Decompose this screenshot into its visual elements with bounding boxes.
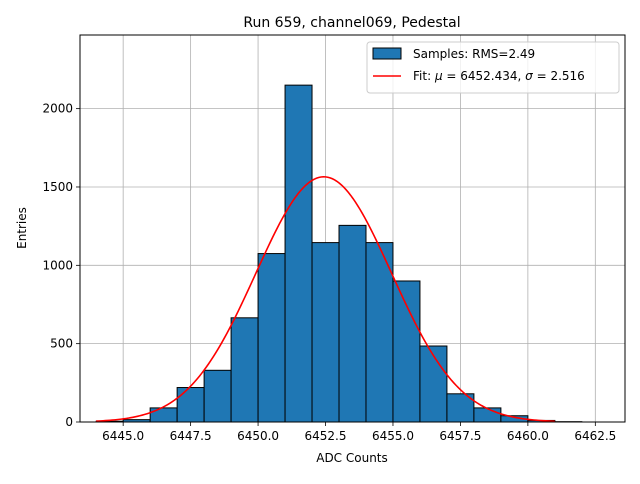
legend-histogram-swatch [373, 48, 401, 59]
histogram-bar-3 [177, 388, 204, 422]
x-tick-label-0: 6445.0 [102, 429, 144, 443]
x-tick-label-5: 6457.5 [439, 429, 481, 443]
x-tick-label-7: 6462.5 [574, 429, 616, 443]
legend-fit-mu-value: = 6452.434, [443, 69, 526, 83]
x-tick-label-4: 6455.0 [372, 429, 414, 443]
histogram-bar-5 [231, 318, 258, 422]
histogram-bar-8 [312, 243, 339, 422]
chart-title: Run 659, channel069, Pedestal [243, 15, 460, 31]
x-tick-label-3: 6452.5 [305, 429, 347, 443]
y-axis-label: Entries [15, 207, 29, 249]
x-tick-label-6: 6460.0 [507, 429, 549, 443]
histogram-bar-4 [204, 370, 231, 422]
y-tick-label-4: 2000 [42, 102, 73, 116]
histogram-bar-12 [420, 346, 447, 422]
x-axis-label: ADC Counts [316, 451, 388, 465]
legend-fit-prefix: Fit: [413, 69, 435, 83]
legend: Samples: RMS=2.49 Fit: μ = 6452.434, σ =… [367, 42, 619, 93]
y-tick-label-0: 0 [65, 415, 73, 429]
legend-fit-label: Fit: μ = 6452.434, σ = 2.516 [413, 69, 585, 83]
histogram-bar-2 [150, 408, 177, 422]
x-tick-label-1: 6447.5 [170, 429, 212, 443]
y-tick-label-2: 1000 [42, 258, 73, 272]
histogram-bar-14 [474, 408, 501, 422]
histogram-bar-6 [258, 254, 285, 422]
y-tick-label-3: 1500 [42, 180, 73, 194]
legend-histogram-label: Samples: RMS=2.49 [413, 47, 535, 61]
y-tick-label-1: 500 [50, 337, 73, 351]
histogram-bar-9 [339, 225, 366, 422]
histogram-bar-11 [393, 281, 420, 422]
legend-fit-mu-symbol: μ [434, 69, 443, 83]
histogram-bar-7 [285, 85, 312, 422]
x-tick-label-2: 6450.0 [237, 429, 279, 443]
histogram-bar-10 [366, 243, 393, 422]
legend-fit-sigma-value: = 2.516 [533, 69, 585, 83]
